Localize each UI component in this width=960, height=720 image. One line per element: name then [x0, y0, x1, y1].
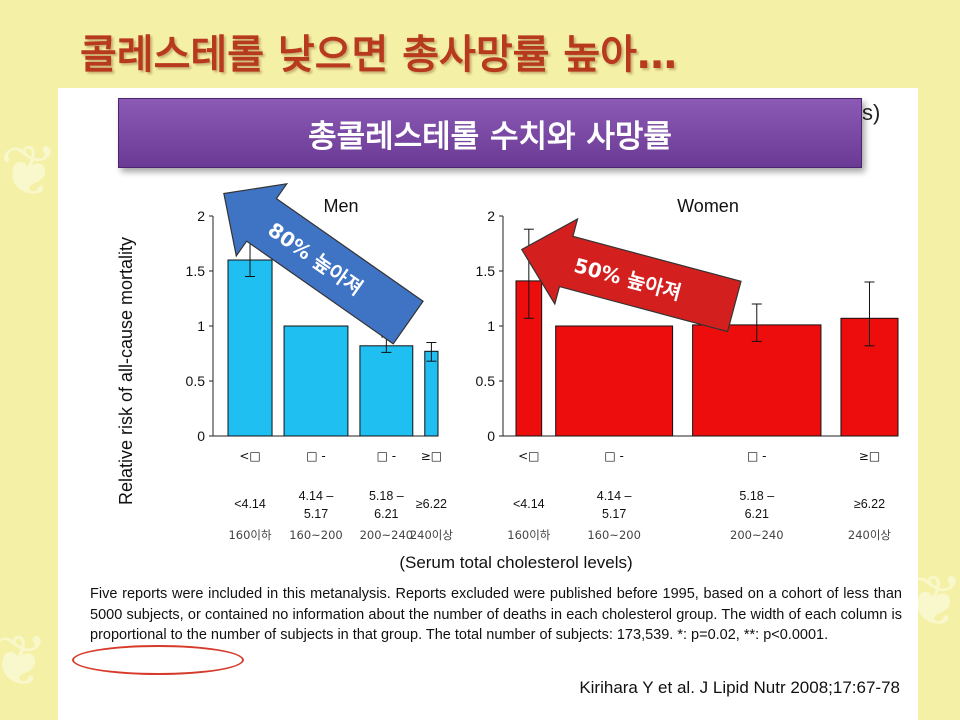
category-label-kr: 200~240 — [730, 528, 784, 542]
subtitle-banner: 총콜레스테롤 수치와 사망률 — [118, 98, 862, 168]
bar — [359, 345, 414, 437]
garbled-tick-label: ≥□ — [859, 449, 880, 463]
category-label: ≥6.22 — [416, 497, 447, 511]
bar — [692, 324, 822, 437]
garbled-tick-label: □ - — [377, 449, 396, 463]
leaf-decoration-icon: ❦ — [0, 620, 49, 702]
y-tick-label: 2 — [487, 208, 495, 224]
x-axis-label: (Serum total cholesterol levels) — [399, 553, 632, 572]
garbled-tick-label: □ - — [747, 449, 766, 463]
bar — [227, 259, 273, 437]
y-tick-label: 1 — [197, 318, 205, 334]
men-arrow-shape — [223, 183, 424, 345]
category-label-kr: 160이하 — [507, 528, 551, 542]
garbled-tick-label: ≥□ — [421, 449, 442, 463]
panel-title: Men — [323, 196, 358, 216]
y-tick-label: 0 — [197, 428, 205, 444]
category-label-kr: 160~200 — [587, 528, 641, 542]
y-tick-label: 1 — [487, 318, 495, 334]
highlight-oval — [72, 645, 244, 675]
category-label: <4.14 — [234, 497, 266, 511]
panel-women: 0 0.5 1 1.5 2 Women <□ <4.14 160이하 □ - 4.14 – 5.17 1… — [476, 196, 899, 542]
footnote: Five reports were included in this metan… — [90, 586, 902, 643]
category-label: 4.14 – — [299, 489, 334, 503]
y-tick-label: 0.5 — [476, 373, 496, 389]
garbled-tick-label: □ - — [306, 449, 325, 463]
y-axis-label: Relative risk of all-cause mortality — [116, 237, 136, 505]
category-label: ≥6.22 — [854, 497, 885, 511]
category-label: 6.21 — [374, 507, 398, 521]
category-label-kr: 200~240 — [360, 528, 414, 542]
category-label: <4.14 — [513, 497, 545, 511]
y-tick-label: 1.5 — [476, 263, 496, 279]
category-label: 5.18 – — [739, 489, 774, 503]
category-label: 5.18 – — [369, 489, 404, 503]
chart-area: Relative risk of all-cause mortality 0 0.5… — [116, 183, 899, 572]
bar — [555, 325, 674, 437]
y-tick-label: 0 — [487, 428, 495, 444]
category-label: 5.17 — [304, 507, 328, 521]
panel-men: 0 0.5 1 1.5 2 Men <□ <4.14 160이하 □ - 4.14 – 5.17 160… — [186, 196, 454, 542]
y-tick-label: 0.5 — [186, 373, 206, 389]
bar — [283, 325, 349, 437]
garbled-tick-label: <□ — [239, 449, 260, 463]
subtitle-banner-label: 총콜레스테롤 수치와 사망률 — [308, 118, 672, 155]
slide-title: 콜레스테롤 낮으면 총사망률 높아… — [80, 32, 677, 78]
panel-title: Women — [677, 196, 739, 216]
women-arrow: 50% 높아져 — [520, 217, 742, 333]
y-tick-label: 2 — [197, 208, 205, 224]
women-arrow-shape — [520, 217, 742, 333]
category-label-kr: 160~200 — [289, 528, 343, 542]
garbled-tick-label: □ - — [604, 449, 623, 463]
citation: Kirihara Y et al. J Lipid Nutr 2008;17:6… — [579, 678, 900, 697]
category-label: 6.21 — [745, 507, 769, 521]
garbled-tick-label: <□ — [518, 449, 539, 463]
category-label-kr: 240이상 — [410, 528, 454, 542]
y-tick-label: 1.5 — [186, 263, 206, 279]
leaf-decoration-icon: ❦ — [0, 130, 59, 212]
category-label-kr: 240이상 — [848, 528, 892, 542]
category-label-kr: 160이하 — [228, 528, 272, 542]
banner-overflow-text: s) — [862, 100, 881, 125]
category-label: 5.17 — [602, 507, 626, 521]
category-label: 4.14 – — [597, 489, 632, 503]
bar — [424, 350, 439, 437]
